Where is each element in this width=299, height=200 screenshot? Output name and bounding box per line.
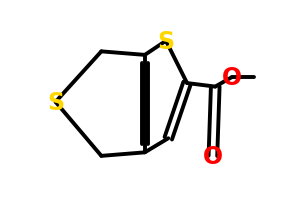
Text: S: S — [157, 30, 175, 54]
Text: O: O — [222, 66, 242, 90]
Text: S: S — [47, 90, 64, 114]
Text: O: O — [203, 144, 223, 168]
